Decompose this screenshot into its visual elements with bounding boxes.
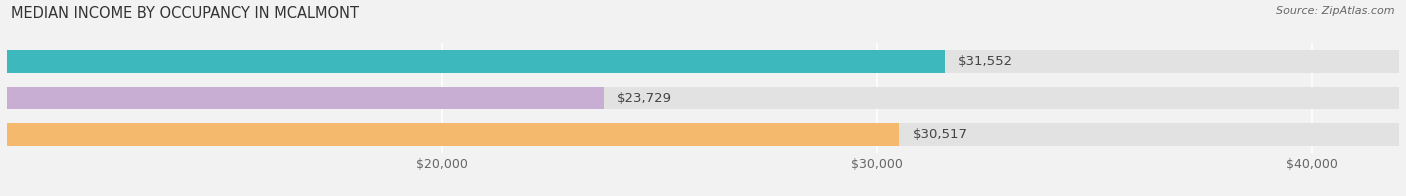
Text: MEDIAN INCOME BY OCCUPANCY IN MCALMONT: MEDIAN INCOME BY OCCUPANCY IN MCALMONT bbox=[11, 6, 360, 21]
Bar bbox=[0, 50, 945, 73]
Text: $23,729: $23,729 bbox=[617, 92, 672, 104]
Text: Source: ZipAtlas.com: Source: ZipAtlas.com bbox=[1277, 6, 1395, 16]
Bar bbox=[0, 87, 1406, 109]
Bar bbox=[0, 123, 1406, 146]
Text: $31,552: $31,552 bbox=[957, 55, 1012, 68]
Bar bbox=[0, 87, 605, 109]
Bar bbox=[0, 50, 1406, 73]
Bar bbox=[0, 123, 900, 146]
Text: $30,517: $30,517 bbox=[912, 128, 967, 141]
